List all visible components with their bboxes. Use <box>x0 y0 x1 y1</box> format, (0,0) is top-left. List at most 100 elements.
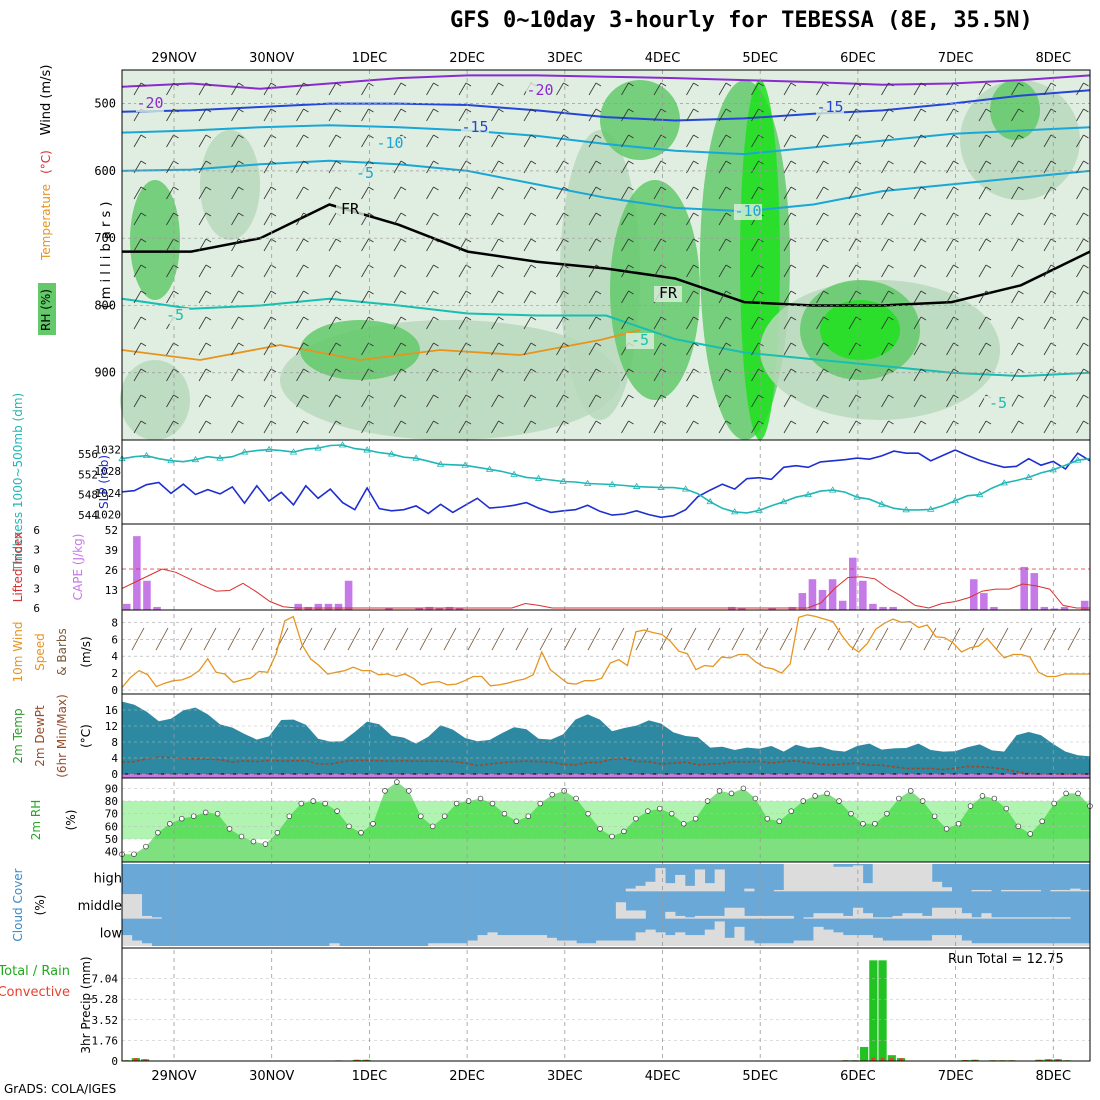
wind-barb-flag <box>790 264 797 269</box>
pressure-axis-label: ( m i l l i b a r s ) <box>99 202 114 309</box>
precip-convective-bar <box>1037 1059 1042 1061</box>
wind-barb-flag <box>238 342 244 347</box>
wind-barb-flag <box>595 186 602 191</box>
wind-barb-flag <box>238 82 244 87</box>
wind-barb <box>491 82 499 96</box>
wind-barb-flag <box>920 134 927 139</box>
wind-barb-flag <box>693 186 699 191</box>
wind-barb-flag <box>1083 186 1089 191</box>
cloud-high-cell <box>912 864 923 892</box>
wind10-tick-label: 6 <box>111 633 118 646</box>
wind-barb <box>588 134 597 148</box>
wind-barb <box>816 342 824 356</box>
cape-bar <box>1080 600 1089 610</box>
wind-barb <box>718 264 727 278</box>
cloud-high-cell <box>902 864 913 892</box>
wind-barb <box>848 420 857 434</box>
wind-barb-flag <box>1083 420 1089 425</box>
wind-barb <box>426 82 434 96</box>
wind-barb-flag <box>823 342 829 347</box>
wind-barb <box>686 134 694 148</box>
wind-barb <box>946 238 954 252</box>
wind-barb-flag <box>400 420 407 425</box>
wind-barb <box>751 134 759 148</box>
cloud-middle-cell <box>754 915 765 919</box>
cape-bar <box>1060 606 1069 610</box>
wind-barb <box>913 238 922 252</box>
wind-barb-flag <box>335 316 342 321</box>
wind-barb <box>881 368 889 382</box>
rh2m-point <box>764 815 771 822</box>
wind-barb-flag <box>855 134 862 139</box>
cloud-low-cell <box>1030 943 1041 946</box>
cloud-middle-cell <box>1040 917 1051 919</box>
wind-barb <box>913 420 922 434</box>
cloud-low-cell <box>991 943 1002 946</box>
wind-barb <box>166 212 174 226</box>
wind-barb <box>978 186 987 200</box>
wind-barb <box>653 394 662 408</box>
cloud-middle-cell <box>971 917 982 919</box>
wind-barb <box>621 238 629 252</box>
wind-barb-flag <box>140 420 147 425</box>
wind-barb <box>166 368 174 382</box>
cloud-low-cell <box>882 940 893 946</box>
precip-tick-label: 7.04 <box>92 973 119 986</box>
wind-barb <box>458 316 467 330</box>
wind-barb <box>653 82 662 96</box>
wind-barb <box>848 134 857 148</box>
wind-barb-flag <box>1083 264 1089 269</box>
wind-barb <box>978 82 987 96</box>
cape-tick-label: 52 <box>105 524 118 537</box>
wind-barb <box>686 316 694 330</box>
wind-barb-flag <box>953 264 959 269</box>
pressure-tick-label: 600 <box>94 164 116 178</box>
wind-barb-flag <box>920 186 927 191</box>
wind-barb <box>913 290 922 304</box>
wind-barb-flag <box>563 160 569 165</box>
wind-barb-flag <box>140 290 147 295</box>
wind-barb <box>621 394 629 408</box>
cloud-middle-cell <box>151 917 162 919</box>
rh2m-point <box>1051 800 1057 807</box>
wind-barb-flag <box>790 238 797 243</box>
wind-barb-flag <box>595 290 602 295</box>
wind-barb <box>198 316 207 330</box>
wind-barb <box>263 264 272 278</box>
wind-barb-flag <box>823 368 829 373</box>
cape-bar <box>324 603 333 610</box>
wind-barb-flag <box>595 368 602 373</box>
cloud-middle-cell <box>625 910 636 919</box>
cloud-low-cell <box>951 935 962 946</box>
contour-label: -10 <box>376 134 403 152</box>
wind-barb <box>263 290 272 304</box>
cloud-low-cell <box>843 935 854 946</box>
wind-barb-flag <box>563 264 569 269</box>
wind-barb-flag <box>173 420 179 425</box>
wind-barb-flag <box>140 238 147 243</box>
wind-barb <box>328 368 337 382</box>
wind-barb <box>556 342 564 356</box>
wind-barb-flag <box>920 394 927 399</box>
wind-barb-flag <box>758 316 764 321</box>
wind-barb <box>263 342 272 356</box>
wind-barb <box>913 394 922 408</box>
wind-barb <box>686 368 694 382</box>
wind-barb <box>978 264 987 278</box>
cloud-middle-cell <box>1020 917 1032 919</box>
rh2m-point <box>394 779 400 785</box>
wind-barb-flag <box>465 186 472 191</box>
cape-bar <box>838 600 847 610</box>
wind-barb-flag <box>985 108 992 113</box>
cloud-low-cell <box>625 940 636 946</box>
panel-frame-slp <box>121 439 1091 525</box>
thickness-label: Thickness 1000~500mb (dm) <box>11 393 25 572</box>
wind-barb <box>296 82 304 96</box>
wind-barb-flag <box>1083 316 1089 321</box>
cape-bar <box>1040 606 1049 610</box>
wind-barb-flag <box>725 186 732 191</box>
thickness-point <box>1000 479 1008 486</box>
wind-barb-flag <box>790 82 797 87</box>
wind-barb-flag <box>985 290 992 295</box>
wind-barb <box>718 394 727 408</box>
